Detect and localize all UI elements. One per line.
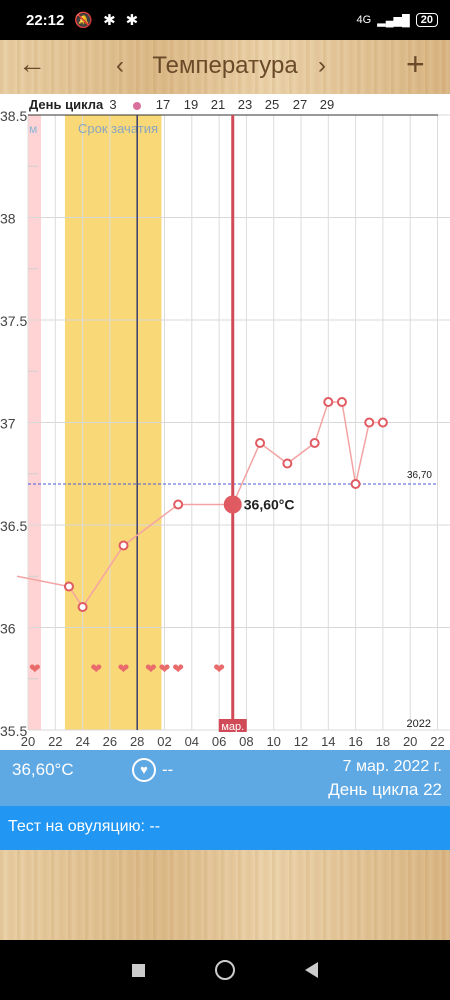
cycle-day-label: 23 bbox=[238, 97, 252, 112]
coverline-label: 36,70 bbox=[407, 470, 432, 481]
page-title: Температура bbox=[152, 52, 298, 79]
back-arrow-icon[interactable]: ← bbox=[18, 48, 46, 79]
temperature-line bbox=[16, 401, 383, 609]
ovulation-test-label: Тест на овуляцию: -- bbox=[8, 818, 161, 835]
temperature-point bbox=[350, 479, 361, 489]
home-icon[interactable] bbox=[215, 960, 235, 980]
recents-icon[interactable] bbox=[132, 963, 145, 977]
x-tick-label: 20 bbox=[403, 734, 417, 749]
cycle-day-label: 27 bbox=[293, 97, 307, 112]
x-tick-label: 04 bbox=[185, 734, 199, 749]
signal-icon: ▂▄▆█ bbox=[377, 14, 410, 27]
info-bar: 36,60°C ♥ -- 7 мар. 2022 г. День цикла 2… bbox=[0, 750, 450, 806]
y-tick-label: 35.5 bbox=[0, 723, 27, 739]
intercourse-heart-icon: ❤ bbox=[172, 661, 184, 677]
temperature-point bbox=[118, 540, 129, 551]
intercourse-heart-icon: ❤ bbox=[213, 661, 225, 677]
mute-icon: 🔕 bbox=[74, 12, 94, 29]
battery-indicator: 20 bbox=[415, 13, 438, 27]
x-tick-label: 16 bbox=[348, 734, 362, 749]
status-icons: 4G ▂▄▆█ 20 bbox=[357, 13, 438, 27]
add-icon[interactable]: + bbox=[406, 46, 425, 82]
heart-value: -- bbox=[162, 760, 174, 779]
year-label: 2022 bbox=[407, 718, 431, 730]
temperature-point bbox=[377, 417, 388, 428]
cycle-day-label: 19 bbox=[184, 97, 198, 112]
selected-point bbox=[223, 495, 242, 514]
network-label: 4G bbox=[356, 14, 372, 26]
y-tick-label: 36.5 bbox=[0, 518, 27, 534]
x-tick-label: 06 bbox=[212, 734, 226, 749]
y-tick-label: 37 bbox=[0, 416, 16, 432]
app-bar: ← ‹ Температура › + bbox=[0, 40, 450, 94]
x-tick-label: 08 bbox=[239, 734, 253, 749]
selected-temperature: 36,60°C bbox=[12, 760, 74, 779]
cycle-day-label: 29 bbox=[320, 97, 334, 112]
status-bar: 22:12 🔕 ✱ ✱ 4G ▂▄▆█ 20 bbox=[0, 0, 450, 40]
x-tick-label: 22 bbox=[430, 734, 444, 749]
temperature-point bbox=[63, 581, 74, 592]
system-nav-bar bbox=[0, 940, 450, 1000]
temperature-point bbox=[173, 499, 184, 510]
y-tick-label: 38.5 bbox=[0, 108, 27, 124]
intercourse-heart-icon: ❤ bbox=[90, 661, 102, 677]
x-tick-label: 10 bbox=[266, 734, 280, 749]
intercourse-heart-icon: ❤ bbox=[159, 661, 171, 677]
cycle-day-label: 21 bbox=[211, 97, 225, 112]
wood-background bbox=[0, 850, 450, 940]
temperature-point bbox=[255, 438, 266, 448]
ovulation-test-row[interactable]: Тест на овуляцию: -- bbox=[0, 806, 450, 850]
heart-icon[interactable]: ♥ bbox=[132, 758, 156, 782]
intercourse-heart-icon: ❤ bbox=[118, 661, 130, 677]
x-tick-label: 20 bbox=[21, 734, 35, 749]
notification-icon-2: ✱ bbox=[125, 12, 139, 29]
x-tick-label: 26 bbox=[103, 734, 117, 749]
x-tick-label: 02 bbox=[157, 734, 171, 749]
temperature-chart[interactable]: 38.5 38 37.5 37 36.5 36 35.5 20 22 24 26 28 02 04 06 08… bbox=[0, 94, 450, 750]
selected-value-label: 36,60°C bbox=[244, 497, 295, 513]
next-chevron-icon[interactable]: › bbox=[318, 52, 326, 79]
intercourse-heart-icon: ❤ bbox=[29, 661, 41, 677]
x-tick-label: 14 bbox=[321, 734, 335, 749]
notification-icon: ✱ bbox=[103, 12, 116, 29]
temperature-point bbox=[309, 438, 320, 448]
intercourse-heart-icon: ❤ bbox=[145, 661, 157, 677]
clock: 22:12 bbox=[26, 11, 65, 29]
selected-date: 7 мар. 2022 г. bbox=[342, 758, 442, 775]
fertile-label: Срок зачатия bbox=[78, 121, 158, 136]
x-tick-label: 24 bbox=[75, 734, 89, 749]
x-tick-label: 12 bbox=[294, 734, 308, 749]
temperature-point bbox=[77, 602, 88, 612]
period-label: м bbox=[29, 122, 37, 136]
prev-chevron-icon[interactable]: ‹ bbox=[116, 52, 124, 79]
cycle-day: День цикла 22 bbox=[328, 780, 442, 799]
x-tick-label: 22 bbox=[48, 734, 62, 749]
temperature-point bbox=[323, 397, 334, 407]
y-tick-label: 37.5 bbox=[0, 313, 27, 329]
back-icon[interactable] bbox=[305, 962, 318, 978]
month-marker-bg bbox=[218, 719, 247, 732]
ovulation-dot-icon bbox=[133, 102, 141, 110]
month-marker: мар. bbox=[221, 721, 244, 733]
temperature-point bbox=[336, 397, 347, 407]
temperature-point bbox=[364, 417, 375, 428]
y-tick-label: 36 bbox=[0, 621, 16, 637]
cycle-day-label: 3 bbox=[109, 97, 116, 112]
x-tick-label: 28 bbox=[130, 734, 144, 749]
temperature-point bbox=[282, 458, 293, 469]
y-tick-label: 38 bbox=[0, 211, 16, 227]
cycle-day-header: День цикла bbox=[29, 97, 104, 112]
cycle-day-label: 25 bbox=[265, 97, 279, 112]
x-tick-label: 18 bbox=[376, 734, 390, 749]
cycle-day-label: 17 bbox=[156, 97, 170, 112]
